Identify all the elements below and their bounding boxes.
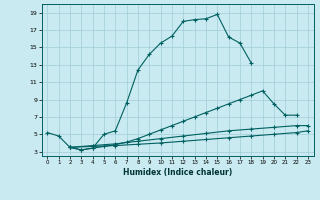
X-axis label: Humidex (Indice chaleur): Humidex (Indice chaleur) [123, 168, 232, 177]
